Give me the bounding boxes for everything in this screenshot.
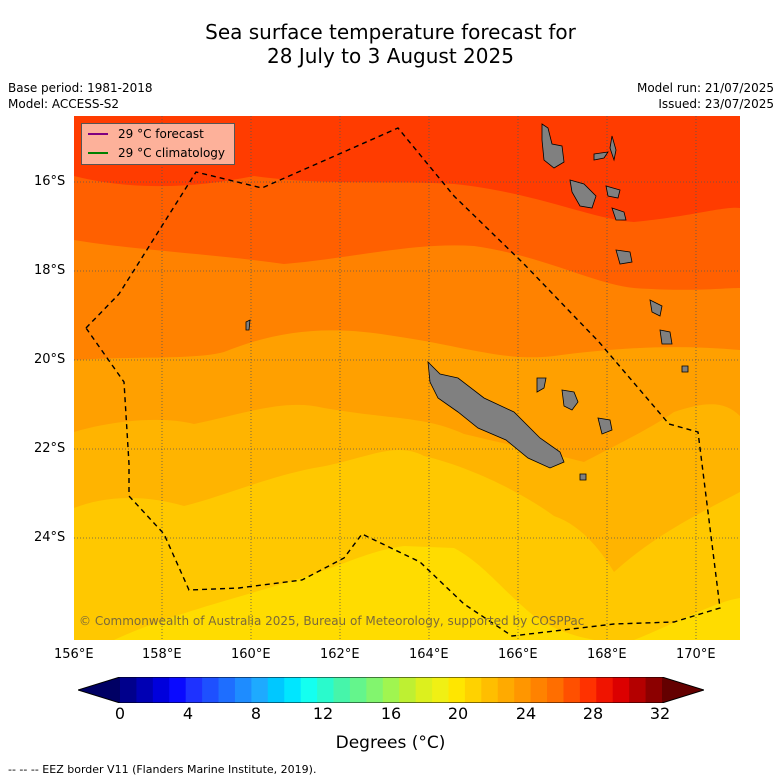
map-legend: 29 °C forecast 29 °C climatology: [81, 123, 235, 165]
colorbar-bin: [432, 677, 449, 703]
colorbar-label: 8: [250, 704, 262, 723]
loyalty-island-1: [561, 389, 579, 411]
colorbar-bin: [415, 677, 433, 703]
colorbar-label: 0: [114, 704, 126, 723]
colorbar-label: 16: [380, 704, 402, 723]
lon-tick: 162°E: [320, 647, 360, 662]
colorbar-bin: [596, 677, 614, 703]
sst-map: [74, 116, 740, 640]
loyalty-island-3: [536, 377, 547, 393]
colorbar-bin: [152, 677, 170, 703]
lat-tick: 22°S: [34, 441, 66, 456]
model-name: Model: ACCESS-S2: [8, 97, 120, 111]
vanuatu-pentecost: [609, 135, 617, 162]
base-period: Base period: 1981-2018: [8, 81, 153, 95]
colorbar-bin: [267, 677, 285, 703]
colorbar-bin: [234, 677, 252, 703]
colorbar-label: 32: [649, 704, 671, 723]
colorbar-bin: [514, 677, 532, 703]
colorbar-bin: [317, 677, 335, 703]
colorbar-bin: [530, 677, 548, 703]
lon-tick: 166°E: [498, 647, 538, 662]
legend-row-climatology: 29 °C climatology: [88, 145, 225, 161]
colorbar-bin: [136, 677, 154, 703]
colorbar-bin: [284, 677, 302, 703]
colorbar-bin: [169, 677, 187, 703]
lat-tick: 20°S: [34, 352, 66, 367]
vanuatu-erromango: [649, 299, 663, 317]
vanuatu-ambae: [593, 151, 609, 161]
colorbar-bin: [612, 677, 630, 703]
colorbar-bin: [333, 677, 351, 703]
chesterfield-islet: [245, 319, 251, 331]
lat-tick: 18°S: [34, 263, 66, 278]
colorbar-bin: [251, 677, 269, 703]
isle-of-pines: [579, 473, 587, 481]
climatology-line-swatch: [88, 152, 108, 154]
colorbar-bin: [547, 677, 564, 703]
lat-tick: 16°S: [34, 174, 66, 189]
colorbar-bin: [464, 677, 482, 703]
lon-tick: 164°E: [409, 647, 449, 662]
legend-row-forecast: 29 °C forecast: [88, 126, 204, 142]
colorbar-bin: [202, 677, 220, 703]
colorbar-bin: [481, 677, 499, 703]
colorbar-label: 28: [582, 704, 604, 723]
colorbar-bin: [300, 677, 318, 703]
colorbar-bin: [579, 677, 597, 703]
vanuatu-tanna: [659, 329, 673, 345]
colorbar-label: 24: [515, 704, 537, 723]
colorbar-label: 4: [182, 704, 194, 723]
lon-tick: 168°E: [587, 647, 627, 662]
colorbar-bin: [448, 677, 466, 703]
vanuatu-epi: [611, 207, 627, 221]
colorbar-bin: [349, 677, 367, 703]
graticule: [74, 116, 740, 640]
colorbar-label: 20: [447, 704, 469, 723]
colorbar-underflow: [78, 677, 120, 703]
model-run: Model run: 21/07/2025: [636, 81, 774, 95]
lon-tick: 156°E: [54, 647, 94, 662]
eez-footnote: -- -- -- EEZ border V11 (Flanders Marine…: [8, 763, 317, 776]
colorbar-bin: [497, 677, 515, 703]
lon-tick: 160°E: [231, 647, 271, 662]
colorbar-bin: [399, 677, 417, 703]
vanuatu-efate: [615, 249, 633, 265]
band-21-22-east: [634, 598, 740, 640]
vanuatu-malakula: [569, 179, 597, 209]
colorbar-overflow: [662, 677, 704, 703]
lon-tick: 170°E: [676, 647, 716, 662]
land: [245, 123, 689, 481]
colorbar-bin: [218, 677, 236, 703]
issued-date: Issued: 23/07/2025: [658, 97, 774, 111]
colorbar-bin: [120, 677, 137, 703]
band-22-23: [74, 449, 740, 640]
legend-climatology-label: 29 °C climatology: [118, 146, 226, 160]
loyalty-island-2: [597, 417, 613, 435]
colorbar-label: 12: [312, 704, 334, 723]
vanuatu-ambrym: [605, 185, 621, 199]
legend-forecast-label: 29 °C forecast: [118, 127, 204, 141]
colorbar-bin: [185, 677, 203, 703]
colorbar-bin: [563, 677, 581, 703]
colorbar-bin: [629, 677, 647, 703]
lon-tick: 158°E: [142, 647, 182, 662]
colorbar-title: Degrees (°C): [335, 733, 446, 753]
forecast-line-swatch: [88, 133, 108, 135]
title-line-2: 28 July to 3 August 2025: [267, 44, 514, 68]
title-line-1: Sea surface temperature forecast for: [205, 20, 576, 44]
colorbar-bin: [645, 677, 663, 703]
vanuatu-espiritu-santo: [541, 123, 565, 169]
new-caledonia: [427, 360, 565, 469]
copyright-notice: © Commonwealth of Australia 2025, Bureau…: [79, 614, 585, 628]
band-21-22: [114, 546, 594, 640]
colorbar: [78, 677, 704, 703]
lat-tick: 24°S: [34, 530, 66, 545]
vanuatu-aneityum: [681, 365, 689, 373]
colorbar-bin: [366, 677, 384, 703]
colorbar-bin: [382, 677, 400, 703]
